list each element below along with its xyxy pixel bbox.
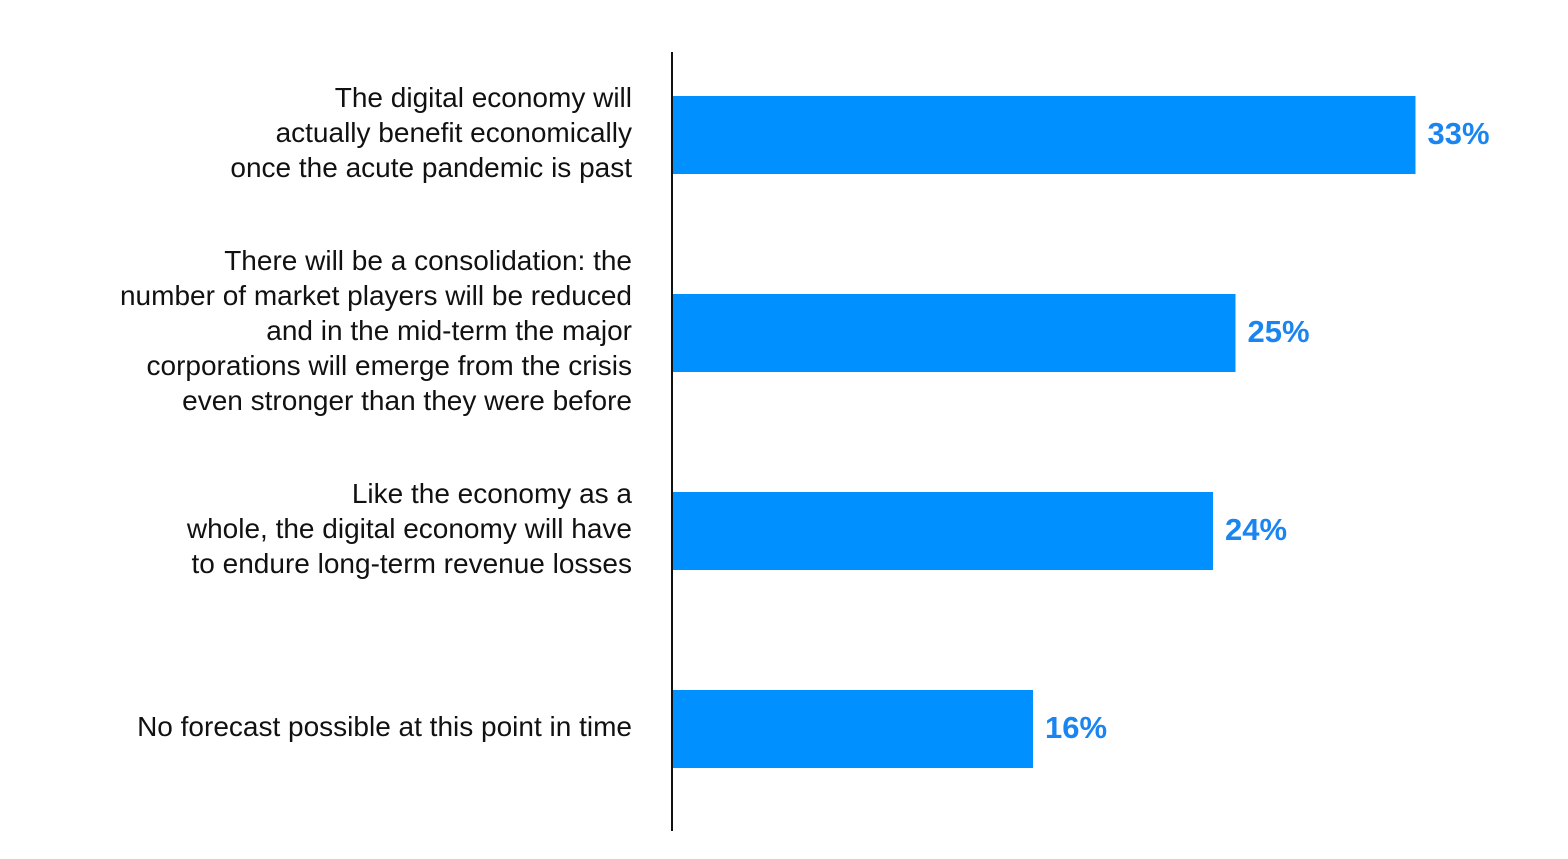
bar — [673, 492, 1213, 570]
bar — [673, 294, 1236, 372]
category-label: The digital economy will actually benefit… — [230, 82, 632, 183]
category-label-line: even stronger than they were before — [182, 385, 632, 416]
value-label: 24% — [1225, 512, 1287, 547]
category-label-line: actually benefit economically — [276, 117, 632, 148]
category-label-line: corporations will emerge from the crisis — [147, 350, 633, 381]
category-label-line: Like the economy as a — [352, 478, 633, 509]
category-label-line: and in the mid-term the major — [266, 315, 632, 346]
bar — [673, 96, 1416, 174]
value-label: 33% — [1428, 116, 1490, 151]
value-label: 16% — [1045, 710, 1107, 745]
category-label: No forecast possible at this point in ti… — [137, 711, 632, 742]
category-label-line: whole, the digital economy will have — [186, 513, 632, 544]
category-label-line: There will be a consolidation: the — [224, 245, 632, 276]
category-label-line: to endure long-term revenue losses — [192, 548, 632, 579]
category-label-line: The digital economy will — [335, 82, 632, 113]
bar — [673, 690, 1033, 768]
category-label: Like the economy as a whole, the digital … — [186, 478, 633, 579]
category-label: There will be a consolidation: the number… — [120, 245, 632, 416]
value-label: 25% — [1248, 314, 1310, 349]
category-label-line: No forecast possible at this point in ti… — [137, 711, 632, 742]
category-label-line: number of market players will be reduced — [120, 280, 632, 311]
category-label-line: once the acute pandemic is past — [230, 152, 632, 183]
